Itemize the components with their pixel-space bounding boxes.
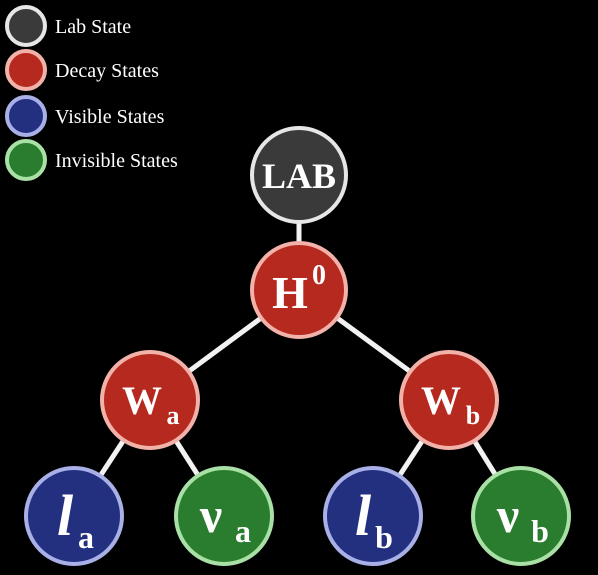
- legend-swatch-lab: [5, 5, 47, 47]
- node-circle-h0: [250, 241, 348, 339]
- node-label-vb: ν: [496, 487, 519, 543]
- node-lb: l b: [323, 466, 423, 566]
- node-subscript-va: a: [235, 513, 251, 549]
- node-va: ν a: [174, 466, 274, 566]
- node-subscript-vb: b: [531, 513, 549, 549]
- node-circle-lab: [250, 126, 348, 224]
- node-label-lb: l: [355, 483, 372, 548]
- node-lab: LAB: [250, 126, 348, 224]
- legend-label-invisible: Invisible States: [55, 150, 178, 172]
- node-label-va: ν: [199, 487, 222, 543]
- node-superscript-h0: 0: [312, 260, 326, 291]
- node-circle-lb: [323, 466, 423, 566]
- legend-label-lab: Lab State: [55, 16, 131, 38]
- legend: Lab State Decay States Visible States In…: [5, 5, 178, 181]
- node-subscript-lb: b: [375, 519, 393, 555]
- legend-label-visible: Visible States: [55, 106, 165, 128]
- node-label-wa: W: [122, 378, 162, 423]
- node-circle-vb: [471, 466, 571, 566]
- legend-label-decay: Decay States: [55, 60, 159, 82]
- nodes: LAB H 0 W a W b l a: [24, 126, 571, 566]
- node-wb: W b: [399, 350, 499, 450]
- node-wa: W a: [100, 350, 200, 450]
- node-circle-wa: [100, 350, 200, 450]
- node-label-wb: W: [421, 378, 461, 423]
- node-label-la: l: [57, 483, 74, 548]
- node-circle-la: [24, 466, 124, 566]
- legend-swatch-decay: [5, 49, 47, 91]
- node-label-h0: H: [272, 267, 308, 318]
- edges: [71, 175, 524, 518]
- node-subscript-wa: a: [167, 401, 180, 430]
- legend-swatch-visible: [5, 95, 47, 137]
- node-subscript-la: a: [78, 519, 94, 555]
- node-la: l a: [24, 466, 124, 566]
- node-h0: H 0: [250, 241, 348, 339]
- node-circle-wb: [399, 350, 499, 450]
- node-vb: ν b: [471, 466, 571, 566]
- node-label-lab: LAB: [262, 156, 336, 196]
- node-circle-va: [174, 466, 274, 566]
- node-subscript-wb: b: [466, 401, 480, 430]
- legend-swatch-invisible: [5, 139, 47, 181]
